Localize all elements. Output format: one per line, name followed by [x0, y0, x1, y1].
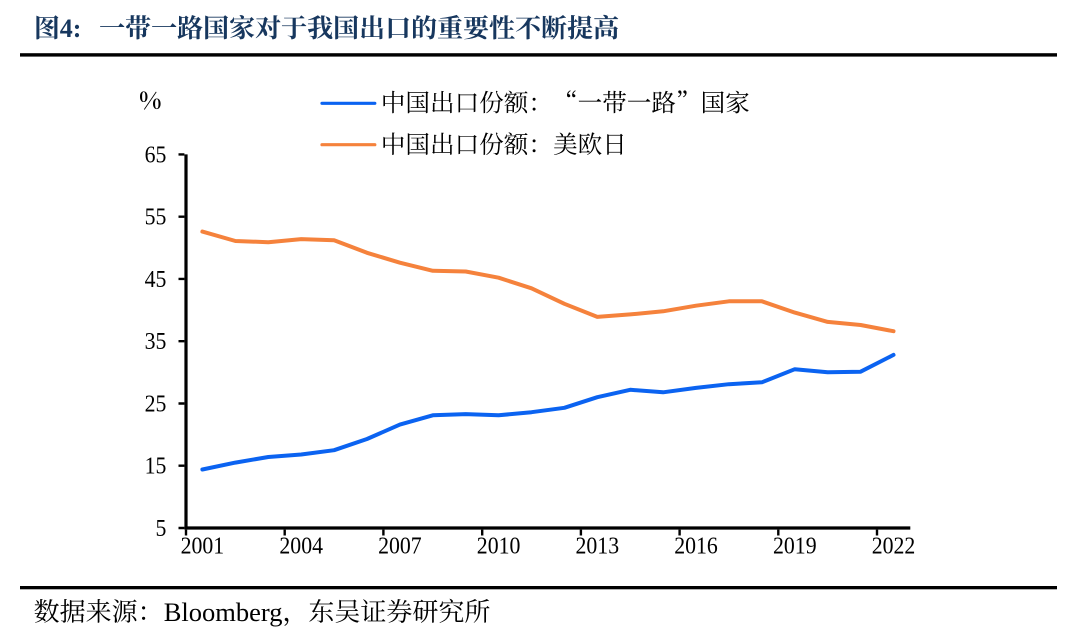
svg-text:65: 65	[145, 141, 167, 168]
svg-text:2004: 2004	[279, 532, 323, 559]
svg-text:25: 25	[145, 391, 167, 418]
svg-text:Bloomberg: Bloomberg	[164, 597, 283, 627]
svg-text:2019: 2019	[773, 532, 817, 559]
svg-text:2013: 2013	[576, 532, 620, 559]
svg-text:35: 35	[145, 328, 167, 355]
svg-text:2001: 2001	[181, 532, 225, 559]
svg-text:2010: 2010	[477, 532, 521, 559]
svg-text:5: 5	[156, 515, 167, 542]
svg-text:2016: 2016	[674, 532, 718, 559]
svg-text:2007: 2007	[378, 532, 422, 559]
svg-text:4:: 4:	[60, 14, 82, 43]
svg-text:55: 55	[145, 204, 167, 231]
svg-text:2022: 2022	[872, 532, 916, 559]
svg-text:15: 15	[145, 453, 167, 480]
svg-text:45: 45	[145, 266, 167, 293]
